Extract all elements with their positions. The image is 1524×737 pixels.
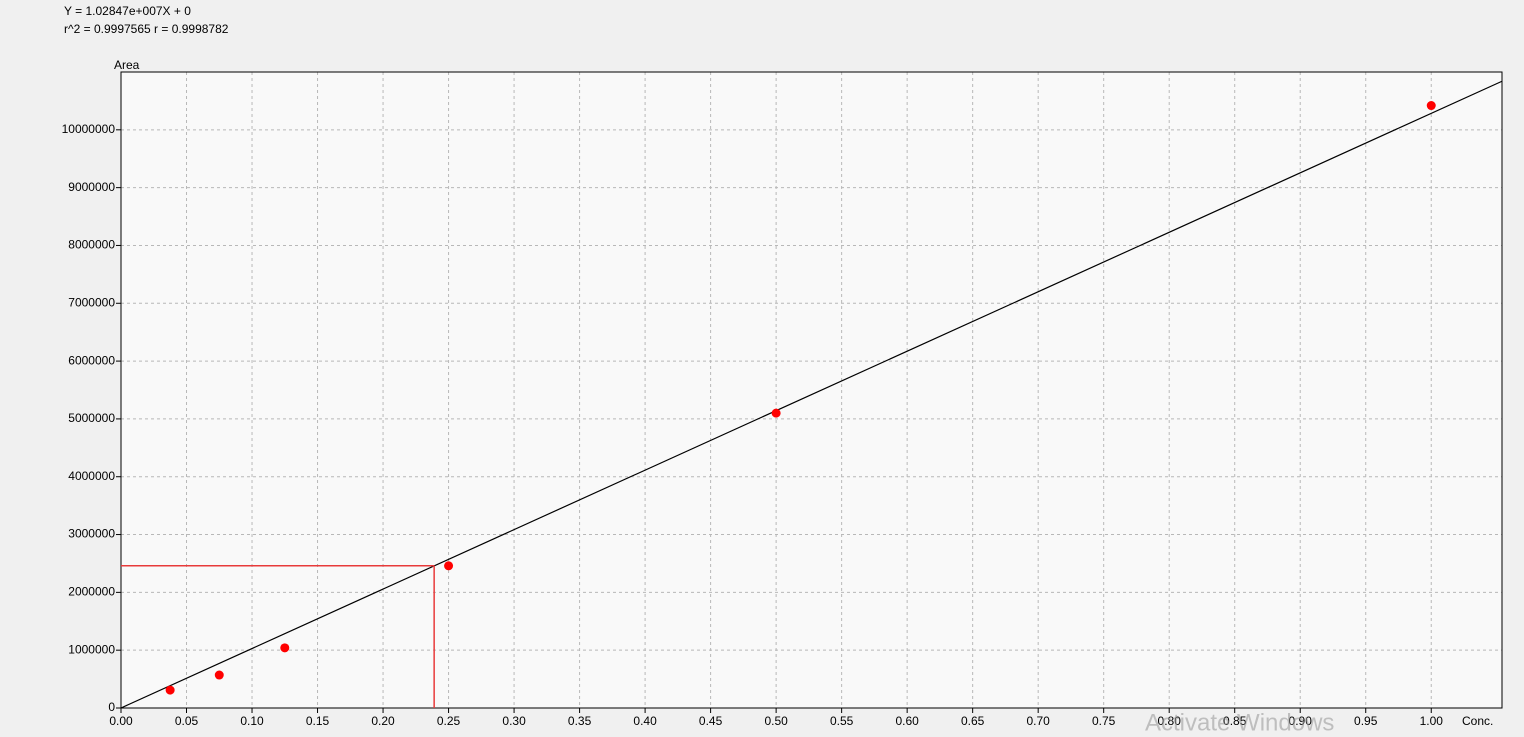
data-point: [1426, 101, 1436, 111]
equation: Y = 1.02847e+007X + 0: [64, 4, 191, 18]
x-tick-label: 0.50: [764, 714, 788, 728]
x-tick-label: 0.15: [306, 714, 330, 728]
x-tick-label: 0.65: [961, 714, 985, 728]
x-tick-label: 0.75: [1092, 714, 1116, 728]
watermark: Activate Windows: [1145, 709, 1334, 736]
y-tick-label: 1000000: [68, 642, 115, 656]
x-tick-label: 0.40: [633, 714, 657, 728]
plot-frame: [120, 71, 1503, 709]
y-tick-label: 6000000: [68, 353, 115, 367]
x-axis-label: Conc.: [1462, 714, 1493, 728]
x-tick-label: 0.55: [830, 714, 854, 728]
y-tick-label: 0: [108, 700, 115, 714]
plot-area: [121, 72, 1502, 708]
y-tick-label: 9000000: [68, 180, 115, 194]
stats: r^2 = 0.9997565 r = 0.9998782: [64, 22, 229, 36]
data-point: [771, 408, 781, 418]
y-tick-label: 2000000: [68, 585, 115, 599]
x-tick-label: 0.35: [568, 714, 592, 728]
y-tick-label: 7000000: [68, 295, 115, 309]
x-tick-label: 0.95: [1354, 714, 1378, 728]
x-tick-label: 0.05: [175, 714, 199, 728]
y-tick-label: 5000000: [68, 411, 115, 425]
x-tick-label: 0.10: [240, 714, 264, 728]
x-tick-label: 0.20: [371, 714, 395, 728]
y-axis-label: Area: [114, 58, 140, 72]
x-tick-label: 0.45: [699, 714, 723, 728]
x-tick-label: 0.25: [437, 714, 461, 728]
data-point: [280, 643, 290, 653]
y-tick-label: 3000000: [68, 527, 115, 541]
y-tick-label: 8000000: [68, 238, 115, 252]
data-point: [165, 685, 175, 695]
x-tick-label: 0.90: [1289, 714, 1313, 728]
y-tick-label: 10000000: [62, 122, 116, 136]
x-tick-label: 0.00: [109, 714, 133, 728]
y-tick-label: 4000000: [68, 469, 115, 483]
data-point: [214, 670, 224, 680]
x-tick-label: 0.70: [1026, 714, 1050, 728]
fit-line: [120, 80, 1503, 709]
x-tick-label: 0.80: [1158, 714, 1182, 728]
x-tick-label: 0.60: [895, 714, 919, 728]
x-tick-label: 1.00: [1420, 714, 1444, 728]
x-tick-label: 0.85: [1223, 714, 1247, 728]
x-tick-label: 0.30: [502, 714, 526, 728]
data-point: [444, 561, 454, 571]
